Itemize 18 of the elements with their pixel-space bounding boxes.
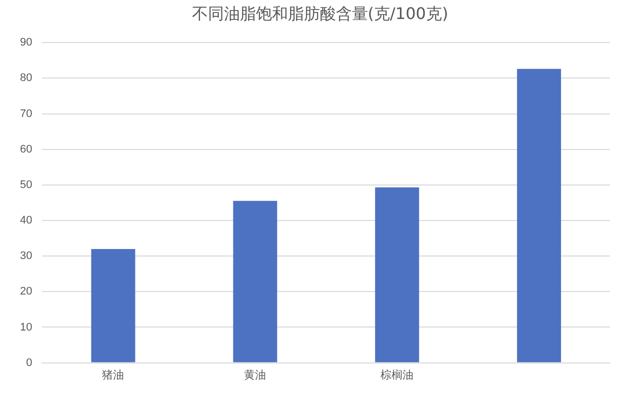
y-tick-label: 30 [20, 250, 32, 262]
bar [375, 187, 420, 362]
x-tick-label: 黄油 [244, 368, 266, 382]
y-tick-label: 50 [20, 178, 32, 191]
bar [517, 68, 562, 362]
y-tick-label: 90 [20, 36, 32, 49]
x-tick-label: 猪油 [102, 368, 124, 382]
y-tick-label: 20 [20, 286, 32, 298]
y-tick-label: 80 [20, 72, 32, 84]
chart-title: 不同油脂饱和脂肪酸含量(克/100克) [190, 4, 450, 25]
bar [233, 200, 278, 362]
y-tick-label: 40 [20, 214, 32, 227]
bar [91, 248, 136, 362]
y-tick-label: 70 [20, 108, 32, 120]
y-tick-label: 10 [20, 321, 32, 334]
y-tick-label: 0 [26, 356, 32, 369]
y-tick-label: 60 [20, 143, 32, 156]
x-tick-label: 棕榈油 [380, 368, 414, 382]
